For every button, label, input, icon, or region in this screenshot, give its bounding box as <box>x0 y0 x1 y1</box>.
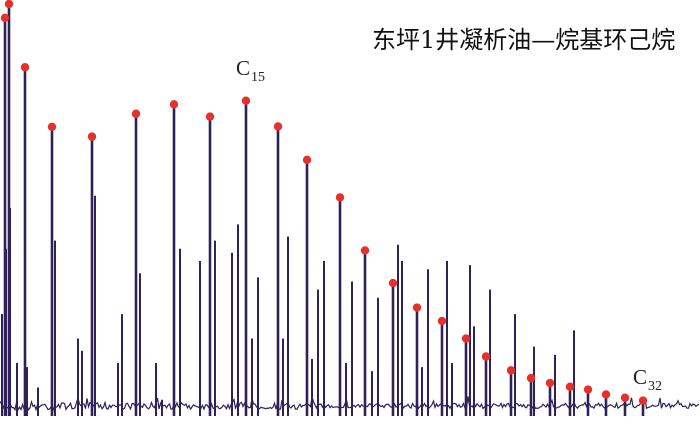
peak-marker-25 <box>638 396 648 405</box>
marked-peaks <box>3 4 645 416</box>
peak-marker-4 <box>87 132 97 141</box>
baseline-noise-trace <box>0 395 700 412</box>
peak-marker-0 <box>0 13 10 23</box>
peak-marker-9 <box>273 122 283 131</box>
peak-label-c32-subscript: 32 <box>648 379 663 394</box>
peak-marker-15 <box>437 316 447 326</box>
peak-marker-5 <box>131 109 141 118</box>
peak-marker-3 <box>47 122 57 132</box>
peak-marker-6 <box>169 100 179 109</box>
peak-marker-8 <box>241 96 251 105</box>
peak-marker-24 <box>620 393 630 402</box>
peak-marker-22 <box>583 385 593 394</box>
baseline-noise <box>0 395 700 412</box>
peak-label-c15: C15 <box>236 56 265 85</box>
peak-marker-12 <box>360 246 370 255</box>
peak-marker-13 <box>388 278 398 288</box>
peak-marker-17 <box>481 352 491 361</box>
peak-label-c32: C32 <box>633 365 662 394</box>
peak-marker-16 <box>461 334 471 343</box>
peak-marker-11 <box>335 193 345 202</box>
peak-label-c15-subscript: 15 <box>251 70 266 85</box>
peak-label-c32-letter: C <box>633 365 648 389</box>
peak-marker-7 <box>205 112 215 121</box>
peak-marker-2 <box>20 63 30 72</box>
peak-marker-14 <box>412 303 422 312</box>
peak-marker-21 <box>565 382 575 391</box>
peak-marker-23 <box>601 390 611 399</box>
peak-marker-20 <box>545 378 555 388</box>
chart-title: 东坪1井凝析油—烷基环己烷 <box>372 26 676 54</box>
peak-marker-18 <box>506 366 516 375</box>
peak-marker-10 <box>302 155 312 165</box>
peak-label-c15-letter: C <box>236 56 251 80</box>
background-peaks <box>1 195 575 416</box>
peak-markers <box>0 0 648 405</box>
peak-marker-1 <box>4 0 14 9</box>
peak-marker-19 <box>526 373 536 383</box>
